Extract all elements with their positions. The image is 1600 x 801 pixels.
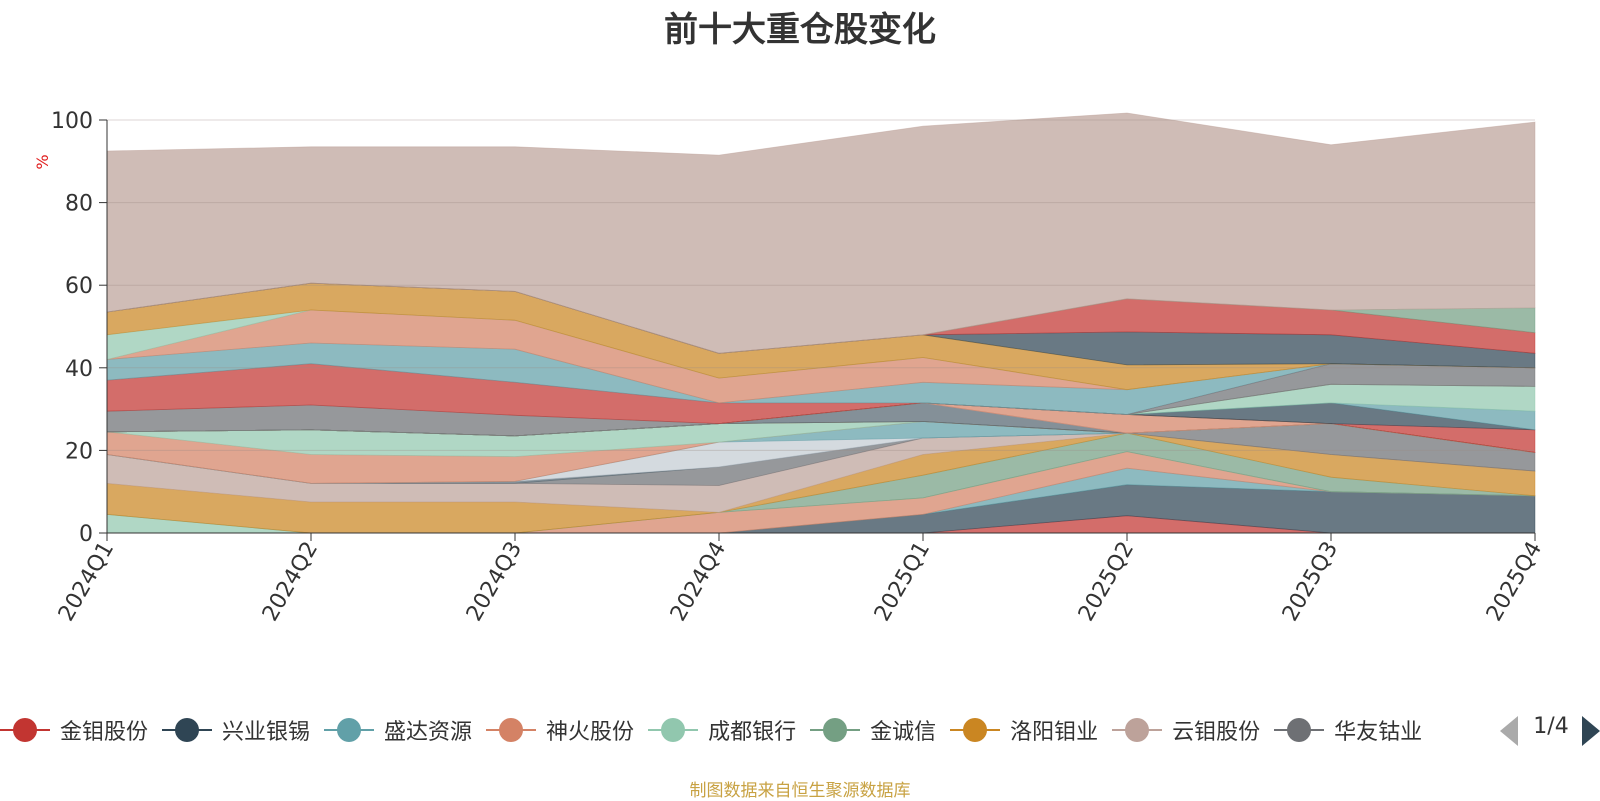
legend-item[interactable]: 成都银行 <box>648 708 796 752</box>
legend-label: 神火股份 <box>546 720 635 745</box>
x-tick-label: 2025Q4 <box>1482 538 1547 626</box>
legend-page-indicator: 1/4 <box>1533 714 1569 739</box>
legend-item[interactable]: 神火股份 <box>486 708 634 752</box>
y-tick-label: 40 <box>65 357 93 382</box>
legend-label: 华友钴业 <box>1334 720 1423 745</box>
legend-marker-icon <box>0 718 50 742</box>
legend-item[interactable]: 洛阳钼业 <box>950 708 1098 752</box>
y-tick-label: 100 <box>51 109 93 134</box>
legend-marker-icon <box>810 718 861 742</box>
legend-pager: 1/4 <box>1500 714 1600 748</box>
legend-label: 兴业银锡 <box>222 720 311 745</box>
chart-title: 前十大重仓股变化 <box>664 10 936 50</box>
stacked-area-chart: 0 20 40 60 80 100% 2024Q1 2024Q2 2024Q3 2024Q4 202… <box>33 109 1547 626</box>
legend-item[interactable]: 金钼股份 <box>0 708 148 752</box>
legend-label: 金诚信 <box>870 720 937 745</box>
legend: 金钼股份 兴业银锡 盛达资源 神火股份 成都银行 金诚信 洛阳钼业 云钼股份 华友钴业 <box>0 708 1490 752</box>
next-page-icon[interactable] <box>1582 716 1600 746</box>
y-tick-label: 60 <box>65 274 93 299</box>
x-tick-label: 2025Q2 <box>1074 538 1139 626</box>
x-tick-label: 2025Q3 <box>1278 538 1343 626</box>
data-source-note: 制图数据来自恒生聚源数据库 <box>689 781 911 801</box>
legend-label: 洛阳钼业 <box>1010 720 1099 745</box>
legend-marker-icon <box>486 718 537 742</box>
x-tick-label: 2024Q3 <box>462 538 527 626</box>
legend-label: 金钼股份 <box>60 720 149 745</box>
legend-label: 云钼股份 <box>1172 720 1261 745</box>
legend-marker-icon <box>950 718 1001 742</box>
x-tick-label: 2024Q2 <box>258 538 323 626</box>
legend-marker-icon <box>1274 718 1325 742</box>
area-series <box>106 112 1536 534</box>
y-tick-label: 0 <box>79 522 93 547</box>
legend-item[interactable]: 云钼股份 <box>1112 708 1260 752</box>
legend-label: 成都银行 <box>708 720 797 745</box>
legend-marker-icon <box>1112 718 1163 742</box>
prev-page-icon[interactable] <box>1500 716 1518 746</box>
legend-item[interactable]: 华友钴业 <box>1274 708 1422 752</box>
legend-marker-icon <box>162 718 213 742</box>
area-series-38 <box>106 112 1536 354</box>
y-tick-label: 80 <box>65 192 93 217</box>
legend-item[interactable]: 盛达资源 <box>324 708 472 752</box>
x-tick-label: 2024Q1 <box>54 538 119 626</box>
y-axis-label: % <box>33 154 52 169</box>
x-tick-label: 2025Q1 <box>870 538 935 626</box>
y-tick-label: 20 <box>65 439 93 464</box>
legend-item[interactable]: 兴业银锡 <box>162 708 310 752</box>
legend-label: 盛达资源 <box>384 720 473 745</box>
legend-item[interactable]: 金诚信 <box>810 708 936 752</box>
legend-marker-icon <box>324 718 375 742</box>
legend-marker-icon <box>648 718 699 742</box>
x-tick-label: 2024Q4 <box>666 538 731 626</box>
